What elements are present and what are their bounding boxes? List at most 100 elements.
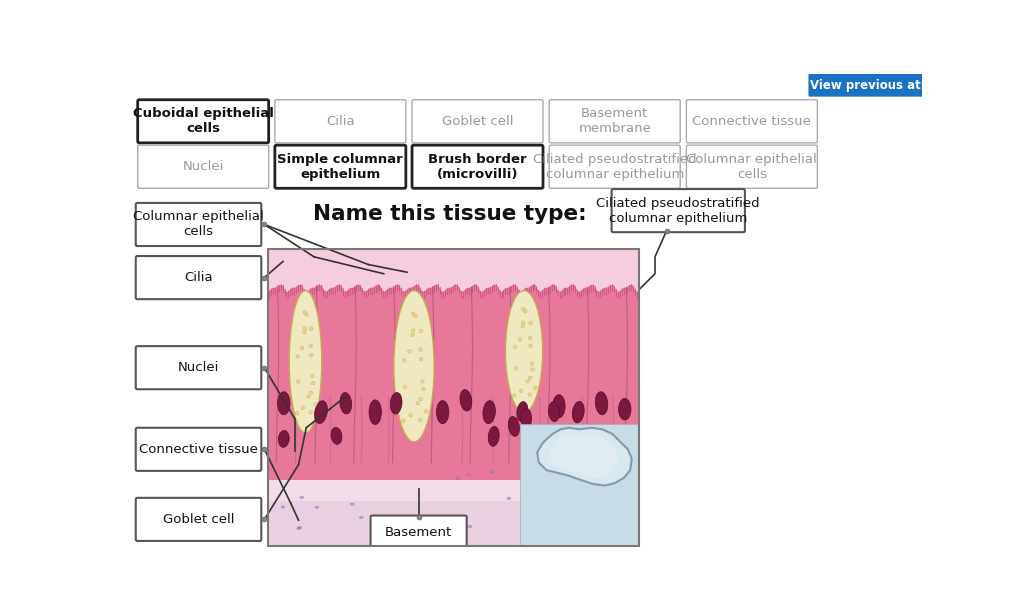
FancyBboxPatch shape [686,145,817,188]
Ellipse shape [369,400,381,424]
Text: Connective tissue: Connective tissue [692,115,811,128]
Text: Ciliated pseudostratified
columnar epithelium: Ciliated pseudostratified columnar epith… [596,197,760,224]
FancyBboxPatch shape [412,145,543,188]
Text: Goblet cell: Goblet cell [163,513,234,526]
Text: Brush border
(microvilli): Brush border (microvilli) [428,153,526,181]
Ellipse shape [460,390,472,411]
Ellipse shape [414,314,417,318]
Ellipse shape [297,527,301,530]
Ellipse shape [529,503,534,505]
Bar [268,249,639,481]
Polygon shape [268,249,639,292]
FancyBboxPatch shape [136,498,261,541]
Ellipse shape [534,386,537,389]
Ellipse shape [622,502,626,504]
Ellipse shape [422,387,425,390]
Ellipse shape [298,527,302,529]
Ellipse shape [530,368,535,371]
Ellipse shape [563,495,567,497]
Bar [268,463,639,546]
Text: Columnar epithelial
cells: Columnar epithelial cells [133,210,264,238]
FancyBboxPatch shape [137,145,268,188]
Ellipse shape [416,402,420,405]
FancyBboxPatch shape [136,203,261,246]
Text: Ciliated pseudostratified
columnar epithelium: Ciliated pseudostratified columnar epith… [532,153,696,181]
Ellipse shape [350,503,354,505]
Text: Goblet cell: Goblet cell [441,115,513,128]
FancyBboxPatch shape [137,100,268,143]
FancyBboxPatch shape [412,100,543,143]
Ellipse shape [523,310,527,313]
Ellipse shape [581,521,585,524]
FancyBboxPatch shape [549,145,680,188]
Ellipse shape [513,394,516,397]
Text: Basement: Basement [385,526,453,539]
Ellipse shape [528,344,532,348]
Bar [268,249,639,284]
Ellipse shape [403,386,407,389]
Ellipse shape [419,418,422,422]
Ellipse shape [402,359,407,362]
Ellipse shape [468,525,472,528]
Ellipse shape [401,419,406,422]
Text: Cilia: Cilia [184,271,213,284]
Ellipse shape [467,473,471,476]
Polygon shape [538,428,632,485]
Ellipse shape [408,349,412,353]
Ellipse shape [553,395,565,418]
Ellipse shape [309,345,312,348]
Text: Cilia: Cilia [326,115,354,128]
Ellipse shape [561,486,565,488]
Ellipse shape [281,506,285,508]
Ellipse shape [309,411,312,414]
Ellipse shape [412,329,415,332]
Bar [268,249,639,546]
Polygon shape [548,435,617,479]
Ellipse shape [307,395,310,398]
Ellipse shape [419,357,423,361]
Ellipse shape [507,497,511,500]
FancyBboxPatch shape [686,100,817,143]
Ellipse shape [300,346,303,349]
Ellipse shape [300,497,304,498]
Ellipse shape [302,330,306,334]
Ellipse shape [303,327,306,330]
Ellipse shape [518,338,521,341]
Ellipse shape [303,311,306,314]
Ellipse shape [534,498,537,501]
FancyBboxPatch shape [274,145,406,188]
FancyBboxPatch shape [136,346,261,389]
Ellipse shape [314,401,328,424]
Ellipse shape [419,397,423,401]
Ellipse shape [521,324,524,328]
Ellipse shape [295,411,299,415]
Ellipse shape [521,321,525,324]
Ellipse shape [506,291,543,412]
Ellipse shape [296,355,299,358]
Bar [520,424,639,546]
Ellipse shape [618,398,631,420]
Ellipse shape [488,426,500,446]
Ellipse shape [521,408,531,428]
FancyBboxPatch shape [136,256,261,299]
Text: Name this tissue type:: Name this tissue type: [312,205,587,224]
Text: Basement
membrane: Basement membrane [579,107,651,135]
Ellipse shape [309,354,313,357]
Text: Nuclei: Nuclei [178,361,219,374]
Ellipse shape [617,478,622,479]
FancyBboxPatch shape [549,100,680,143]
FancyBboxPatch shape [809,74,924,97]
Ellipse shape [595,392,608,415]
Ellipse shape [420,329,423,333]
Ellipse shape [310,375,314,378]
Ellipse shape [597,528,601,531]
Text: View previous at: View previous at [810,78,922,91]
Text: Simple columnar
epithelium: Simple columnar epithelium [278,153,403,181]
Ellipse shape [311,381,314,385]
FancyBboxPatch shape [274,100,406,143]
Text: Nuclei: Nuclei [182,160,224,173]
FancyBboxPatch shape [136,428,261,471]
Ellipse shape [514,367,517,370]
Text: Columnar epithelial
cells: Columnar epithelial cells [686,153,817,181]
Ellipse shape [508,416,519,436]
